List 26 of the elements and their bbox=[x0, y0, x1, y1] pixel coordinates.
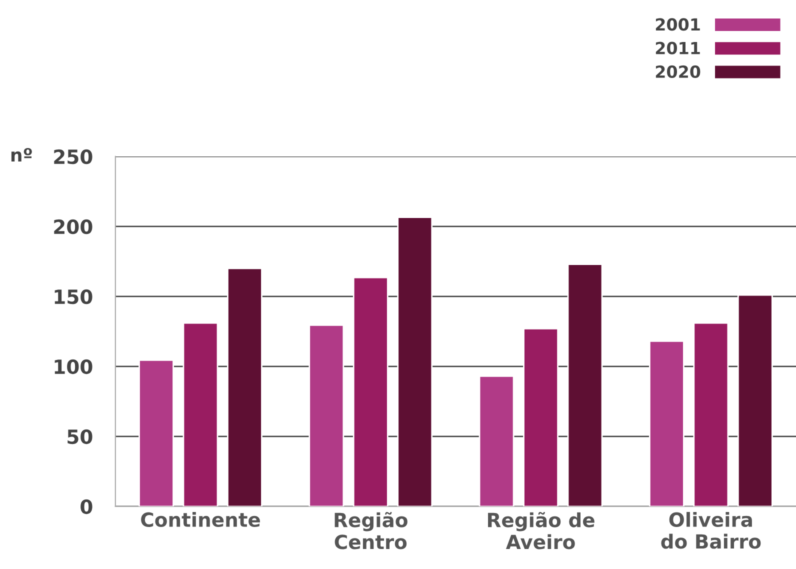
bar bbox=[478, 376, 514, 506]
y-tick-label: 0 bbox=[80, 499, 92, 514]
x-tick-label: Região Centro bbox=[334, 512, 408, 550]
x-tick-label: Oliveira do Bairro bbox=[661, 512, 761, 549]
x-tick-label: Continente bbox=[141, 512, 260, 528]
bar bbox=[138, 359, 174, 506]
bar bbox=[693, 322, 729, 506]
legend-label: 2020 bbox=[656, 65, 700, 78]
legend-label: 2011 bbox=[656, 42, 700, 54]
y-tick-label: 150 bbox=[54, 289, 92, 304]
bar bbox=[308, 324, 344, 506]
bar bbox=[227, 268, 262, 506]
bar bbox=[648, 340, 684, 506]
y-tick-label: 100 bbox=[54, 359, 92, 374]
bar bbox=[352, 276, 388, 506]
x-tick-label: Região de Aveiro bbox=[488, 512, 594, 550]
legend-label: 2001 bbox=[656, 18, 700, 31]
bar bbox=[182, 322, 218, 506]
bar bbox=[737, 294, 773, 506]
bar bbox=[567, 264, 603, 506]
bar bbox=[397, 216, 433, 506]
y-tick-label: 250 bbox=[54, 149, 92, 164]
y-tick-label: 50 bbox=[68, 429, 92, 444]
y-tick-label: 200 bbox=[54, 219, 92, 234]
y-axis-title: nº bbox=[11, 148, 32, 162]
bar bbox=[523, 328, 558, 506]
